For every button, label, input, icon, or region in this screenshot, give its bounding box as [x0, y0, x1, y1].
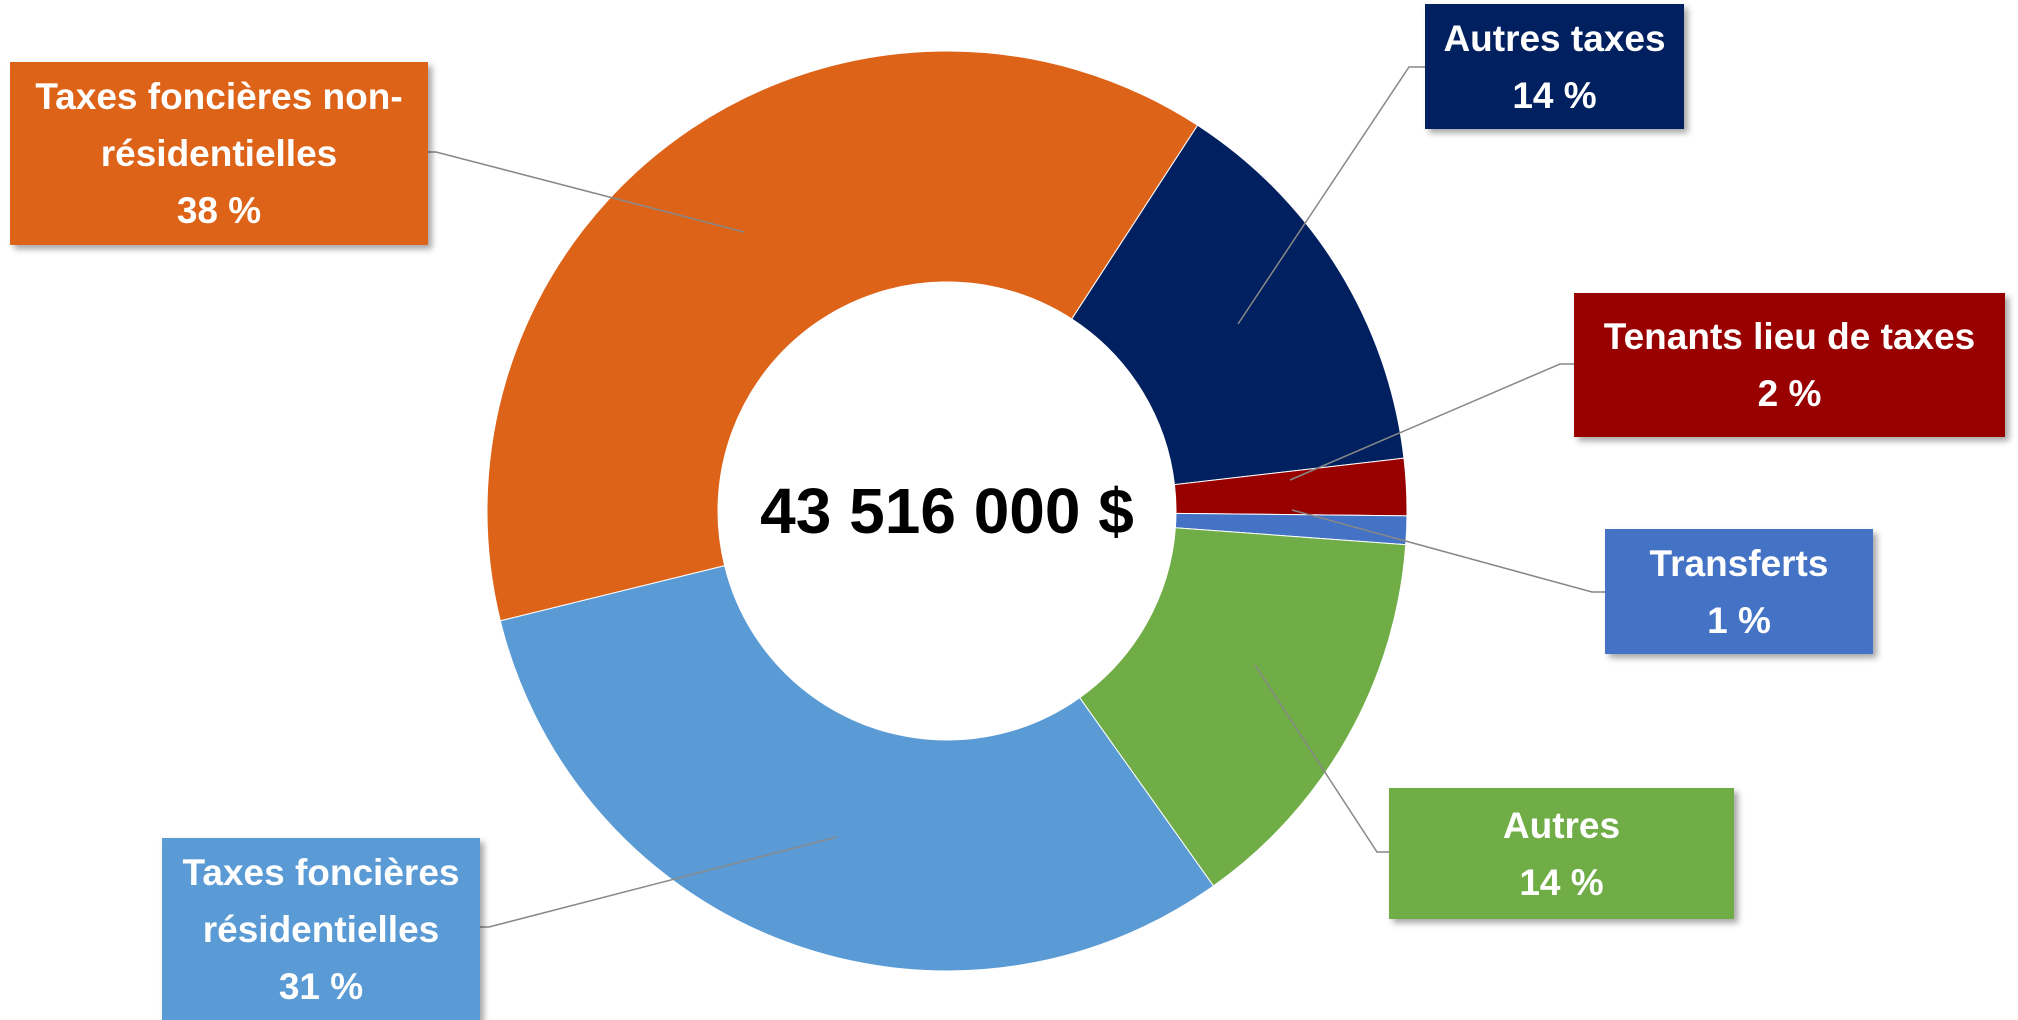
donut-segment	[1078, 527, 1407, 887]
value-label: 14 %	[1519, 861, 1604, 903]
value-label: 2 %	[1757, 373, 1822, 414]
leader-line	[1237, 66, 1425, 325]
category-label: Autres taxes	[1443, 17, 1666, 59]
leader-line	[428, 151, 745, 233]
value-label: 31 %	[278, 965, 364, 1007]
category-label: Taxes foncières non-résidentielles	[35, 76, 403, 174]
data-label: Autres 14 %	[1389, 788, 1734, 919]
donut-segment	[499, 565, 1215, 972]
category-label: Transferts	[1649, 542, 1829, 584]
value-label: 38 %	[176, 190, 262, 231]
category-label: Tenants lieu de taxes	[1603, 316, 1976, 357]
value-label: 1 %	[1707, 599, 1771, 641]
data-label: Transferts 1 %	[1605, 529, 1873, 654]
leader-line	[1291, 509, 1605, 593]
category-label: Taxes foncières résidentielles	[182, 851, 460, 950]
category-label: Autres	[1502, 804, 1621, 846]
donut-segment	[486, 50, 1199, 622]
value-label: 14 %	[1512, 74, 1597, 116]
data-label: Taxes foncières résidentielles 31 %	[162, 838, 480, 1020]
center-total: 43 516 000 $	[760, 475, 1134, 547]
leader-line	[480, 836, 838, 928]
leader-line	[1289, 363, 1574, 481]
data-label: Tenants lieu de taxes 2 %	[1574, 293, 2005, 437]
data-label: Autres taxes 14 %	[1425, 4, 1684, 129]
leader-line	[1254, 664, 1389, 853]
data-label: Taxes foncières non-résidentielles 38 %	[10, 62, 428, 245]
